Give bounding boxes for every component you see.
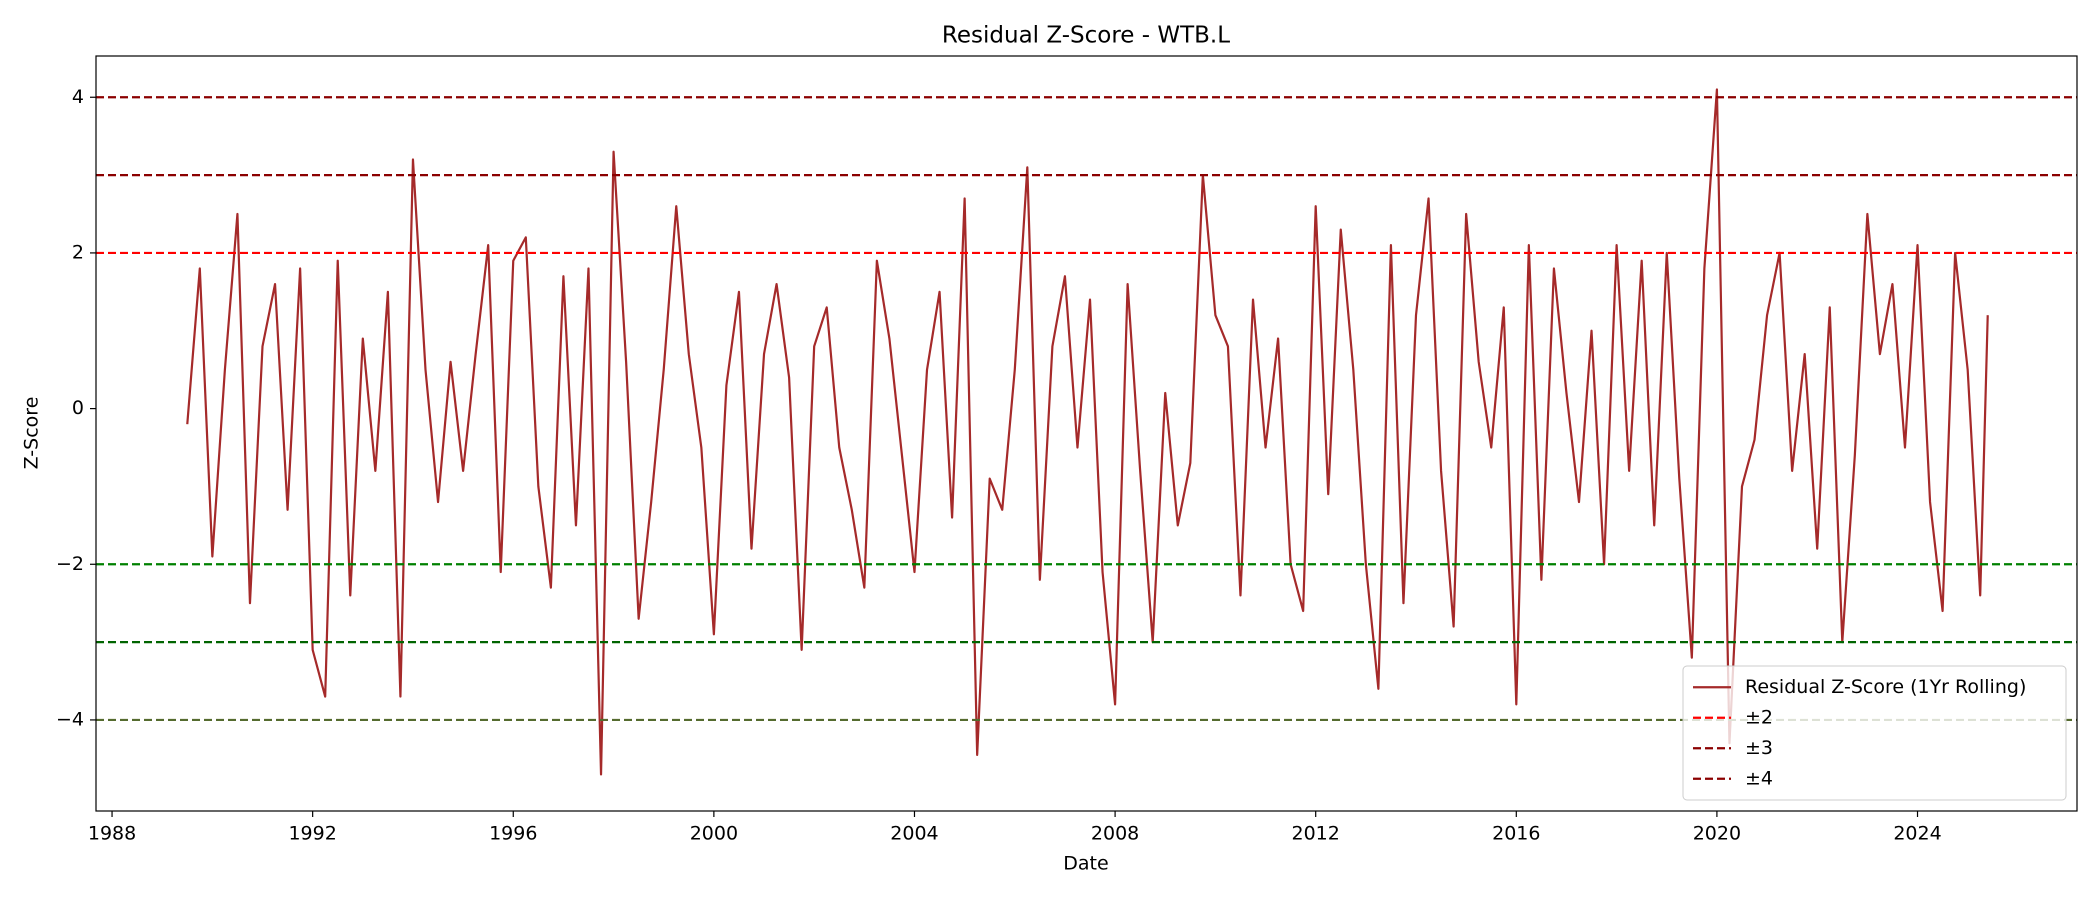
x-tick-label: 2020 bbox=[1693, 823, 1741, 845]
legend-label: ±2 bbox=[1745, 706, 1773, 728]
y-axis-label: Z-Score bbox=[21, 397, 43, 470]
y-tick-label: 0 bbox=[72, 397, 84, 419]
x-tick-label: 2016 bbox=[1492, 823, 1540, 845]
x-tick-label: 1988 bbox=[88, 823, 136, 845]
x-axis-label: Date bbox=[1063, 853, 1108, 875]
legend-label: ±4 bbox=[1745, 767, 1773, 789]
x-tick-label: 2012 bbox=[1292, 823, 1340, 845]
y-tick-label: −4 bbox=[56, 708, 84, 730]
y-tick-label: 2 bbox=[72, 241, 84, 263]
y-tick-label: 4 bbox=[72, 86, 84, 108]
x-tick-label: 2004 bbox=[890, 823, 938, 845]
x-tick-label: 2008 bbox=[1091, 823, 1139, 845]
x-tick-label: 2000 bbox=[690, 823, 738, 845]
legend-label: Residual Z-Score (1Yr Rolling) bbox=[1745, 676, 2026, 698]
chart-title: Residual Z-Score - WTB.L bbox=[942, 23, 1230, 49]
data-line bbox=[186, 88, 1989, 776]
x-tick-label: 2024 bbox=[1893, 823, 1941, 845]
legend-box bbox=[1682, 665, 2067, 801]
y-tick-label: −2 bbox=[56, 553, 84, 575]
legend-label: ±3 bbox=[1745, 737, 1773, 759]
x-tick-label: 1996 bbox=[489, 823, 537, 845]
plot-frame bbox=[95, 55, 2078, 812]
x-tick-label: 1992 bbox=[288, 823, 336, 845]
